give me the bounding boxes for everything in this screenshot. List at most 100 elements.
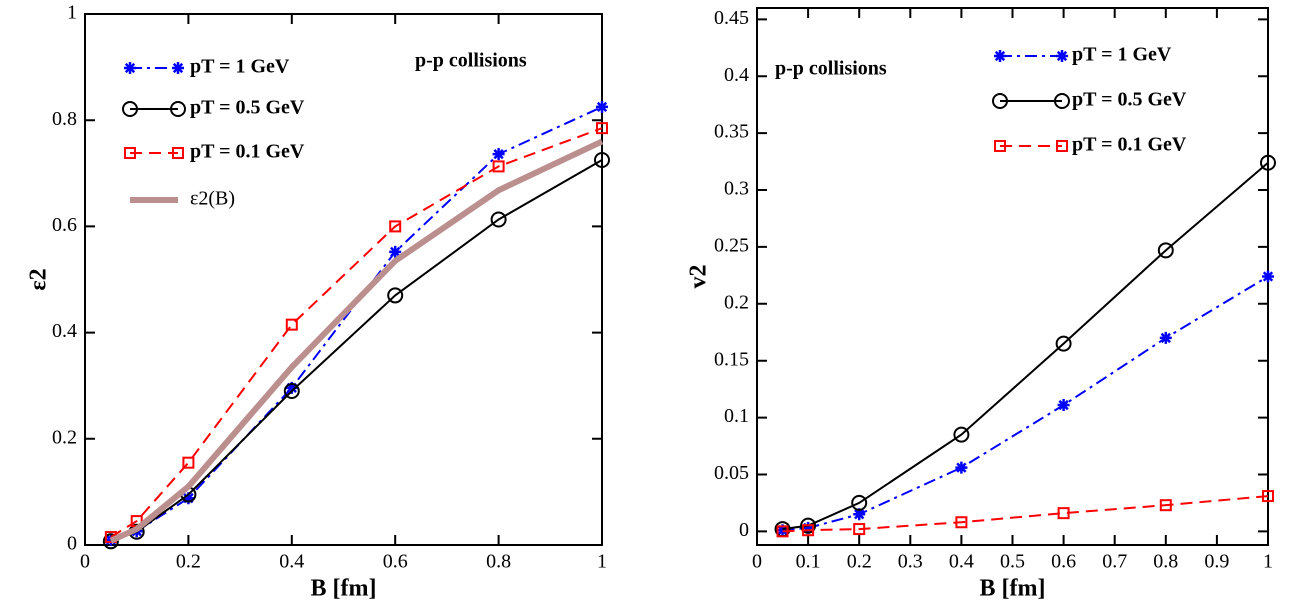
annotation: p-p collisions bbox=[775, 58, 887, 80]
x-tick-label: 0.8 bbox=[1153, 551, 1178, 573]
legend-label: pT = 0.1 GeV bbox=[190, 141, 305, 163]
legend-marker bbox=[124, 62, 136, 74]
legend-marker bbox=[992, 93, 1008, 109]
series-line bbox=[782, 275, 1269, 532]
marker bbox=[389, 245, 402, 258]
legend-marker bbox=[1056, 50, 1068, 62]
marker bbox=[1157, 242, 1174, 259]
y-tick-label: 0.15 bbox=[714, 348, 749, 370]
legend-marker bbox=[172, 62, 184, 74]
x-tick-label: 0 bbox=[752, 551, 762, 573]
marker bbox=[1159, 499, 1172, 512]
y-tick-label: 0 bbox=[739, 519, 749, 541]
legend-label: pT = 1 GeV bbox=[1072, 44, 1172, 66]
marker bbox=[182, 456, 195, 469]
legend-marker bbox=[172, 147, 184, 159]
marker bbox=[1159, 331, 1172, 344]
plot-frame bbox=[84, 13, 603, 546]
y-tick-label: 0.45 bbox=[714, 7, 749, 29]
marker bbox=[596, 100, 608, 113]
y-tick-label: 0.8 bbox=[52, 108, 77, 130]
legend-marker bbox=[1056, 140, 1068, 152]
y-tick-label: 0.05 bbox=[714, 462, 749, 484]
marker bbox=[1055, 335, 1072, 352]
series-line bbox=[782, 161, 1269, 531]
marker bbox=[490, 211, 507, 228]
legend-marker bbox=[124, 147, 136, 159]
legend-label: ε2(B) bbox=[190, 188, 235, 210]
y-axis-label: ε2 bbox=[26, 268, 52, 290]
legend-marker bbox=[170, 101, 186, 117]
marker bbox=[955, 516, 968, 529]
x-tick-label: 0 bbox=[80, 551, 90, 573]
y-tick-label: 0.4 bbox=[52, 320, 77, 342]
marker bbox=[492, 160, 505, 173]
marker bbox=[800, 517, 817, 534]
y-tick-label: 0.1 bbox=[724, 405, 749, 427]
y-tick-label: 0.35 bbox=[714, 121, 749, 143]
marker bbox=[1057, 399, 1070, 412]
legend-label: pT = 0.5 GeV bbox=[1072, 89, 1187, 111]
marker bbox=[1262, 490, 1274, 503]
y-tick-label: 0.4 bbox=[724, 64, 749, 86]
marker bbox=[1262, 270, 1274, 283]
marker bbox=[285, 318, 298, 331]
y-tick-label: 0.2 bbox=[724, 291, 749, 313]
x-tick-label: 0.9 bbox=[1204, 551, 1229, 573]
legend-marker bbox=[122, 101, 138, 117]
y-tick-label: 0.6 bbox=[52, 214, 77, 236]
x-tick-label: 0.4 bbox=[949, 551, 974, 573]
legend-marker bbox=[994, 140, 1006, 152]
annotation: p-p collisions bbox=[415, 50, 527, 72]
y-tick-label: 0.25 bbox=[714, 235, 749, 257]
marker bbox=[389, 220, 402, 233]
marker bbox=[953, 426, 970, 443]
series-line bbox=[110, 106, 603, 541]
marker bbox=[387, 287, 404, 304]
marker bbox=[1057, 507, 1070, 520]
x-tick-label: 0.7 bbox=[1102, 551, 1127, 573]
marker bbox=[955, 461, 968, 474]
y-axis-label: v2 bbox=[686, 265, 712, 289]
x-tick-label: 0.1 bbox=[796, 551, 821, 573]
series-line bbox=[782, 495, 1269, 533]
x-tick-label: 0.2 bbox=[176, 551, 201, 573]
x-tick-label: 0.4 bbox=[279, 551, 304, 573]
legend-label: pT = 1 GeV bbox=[190, 56, 290, 78]
x-axis-label: B [fm] bbox=[980, 576, 1046, 602]
series-line bbox=[110, 159, 603, 543]
x-tick-label: 1 bbox=[597, 551, 607, 573]
x-axis-label: B [fm] bbox=[311, 576, 377, 602]
x-tick-label: 0.8 bbox=[486, 551, 511, 573]
marker bbox=[1260, 154, 1276, 171]
marker bbox=[596, 122, 608, 135]
marker bbox=[283, 383, 300, 400]
marker bbox=[102, 533, 119, 550]
x-tick-label: 0.5 bbox=[1000, 551, 1025, 573]
marker bbox=[851, 494, 868, 511]
marker bbox=[776, 525, 789, 538]
marker bbox=[776, 524, 789, 537]
marker bbox=[492, 148, 505, 161]
x-tick-label: 1 bbox=[1263, 551, 1273, 573]
y-tick-label: 0.3 bbox=[724, 178, 749, 200]
legend-label: pT = 0.1 GeV bbox=[1072, 134, 1187, 156]
x-tick-label: 0.6 bbox=[383, 551, 408, 573]
y-tick-label: 0 bbox=[67, 533, 77, 555]
marker bbox=[802, 521, 815, 534]
marker bbox=[802, 524, 815, 537]
series-line bbox=[109, 138, 604, 544]
y-tick-label: 1 bbox=[67, 2, 77, 24]
x-tick-label: 0.3 bbox=[898, 551, 923, 573]
legend-label: pT = 0.5 GeV bbox=[190, 97, 305, 119]
legend-marker bbox=[1054, 93, 1070, 109]
series-line bbox=[110, 127, 603, 538]
marker bbox=[182, 492, 195, 505]
marker bbox=[285, 381, 298, 394]
marker bbox=[853, 508, 866, 521]
x-tick-label: 0.2 bbox=[847, 551, 872, 573]
y-tick-label: 0.2 bbox=[52, 426, 77, 448]
legend-marker bbox=[994, 50, 1006, 62]
marker bbox=[594, 152, 610, 169]
